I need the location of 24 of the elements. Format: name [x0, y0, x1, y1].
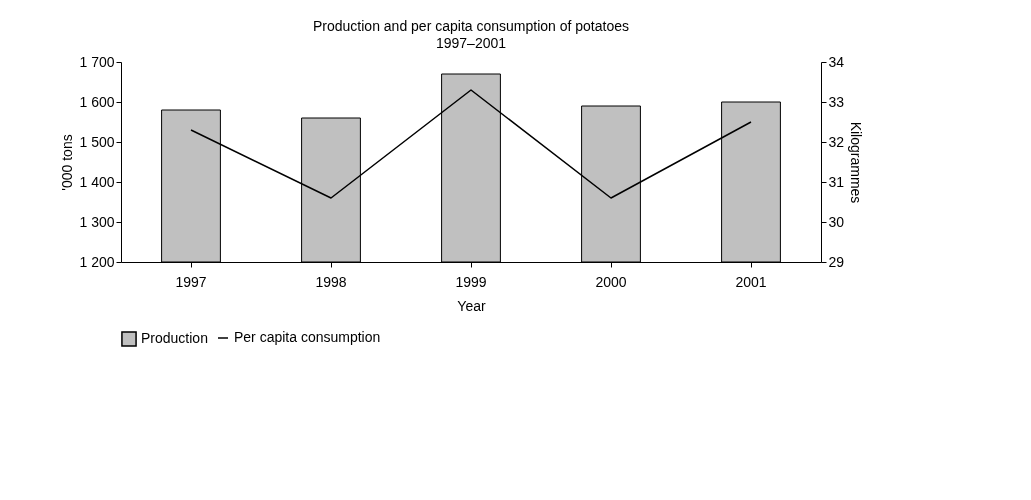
- y-tick-label: 1 600: [79, 93, 115, 110]
- x-tick-label: 1997: [175, 273, 207, 290]
- x-axis-title: Year: [457, 297, 486, 314]
- x-tick-label: 1999: [455, 273, 487, 290]
- legend-label: Production: [141, 330, 208, 346]
- y2-axis-title: Kilogrammes: [848, 121, 865, 204]
- y2-tick-label: 34: [828, 53, 845, 70]
- y-axis-title: '000 tons: [59, 134, 76, 191]
- y2-tick-label: 30: [828, 213, 845, 230]
- chart-subtitle: 1997–2001: [435, 35, 507, 51]
- y-tick-label: 1 200: [79, 253, 115, 270]
- y2-tick-label: 29: [828, 253, 845, 270]
- y2-tick-label: 31: [828, 173, 845, 190]
- y2-tick-label: 33: [828, 93, 845, 110]
- x-tick-label: 2000: [595, 273, 627, 290]
- y-tick-label: 1 400: [79, 173, 115, 190]
- legend-label: Per capita consumption: [234, 329, 381, 345]
- chart-title: Production and per capita consumption of potatoes: [313, 18, 629, 34]
- y-tick-label: 1 700: [79, 53, 115, 70]
- y-tick-label: 1 300: [79, 213, 115, 230]
- x-tick-label: 1998: [315, 273, 347, 290]
- x-tick-label: 2001: [735, 273, 767, 290]
- y2-tick-label: 32: [828, 133, 845, 150]
- y-tick-label: 1 500: [79, 133, 115, 150]
